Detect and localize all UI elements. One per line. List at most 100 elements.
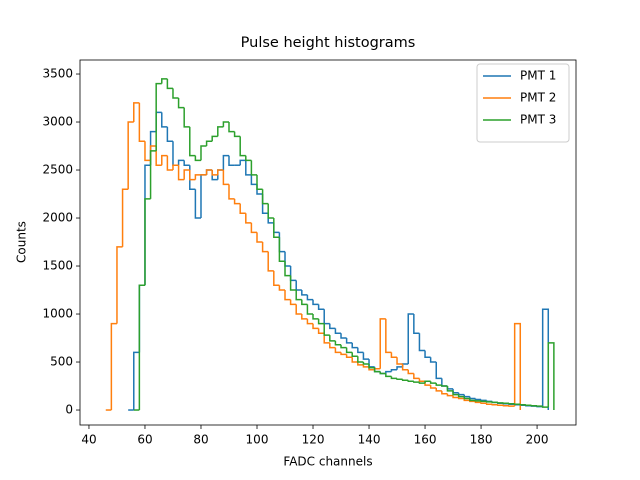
histogram-step: [172, 164, 179, 171]
histogram-step: [217, 169, 224, 180]
histogram-step: [239, 159, 246, 166]
histogram-step: [228, 184, 235, 200]
histogram-step: [289, 299, 297, 306]
histogram-step: [418, 382, 426, 384]
histogram-step: [407, 380, 414, 382]
histogram-step: [189, 126, 196, 157]
histogram-step: [345, 354, 353, 358]
histogram-step: [390, 376, 398, 380]
histogram-step: [222, 170, 229, 186]
histogram-step: [463, 396, 470, 400]
histogram-step: [205, 169, 213, 175]
histogram-step: [161, 78, 168, 84]
histogram-step: [547, 342, 555, 411]
histogram-step: [469, 398, 476, 402]
histogram-step: [541, 406, 549, 408]
histogram-step: [133, 102, 140, 123]
histogram-step: [172, 141, 179, 166]
histogram-step: [217, 126, 224, 137]
histogram-step: [110, 322, 117, 411]
histogram-step: [133, 351, 140, 411]
histogram-step: [435, 362, 442, 380]
histogram-step: [413, 314, 420, 334]
histogram-step: [149, 150, 157, 199]
histogram-step: [138, 284, 145, 411]
x-tick-label: 100: [246, 433, 269, 447]
histogram-step: [469, 396, 476, 400]
histogram-step: [351, 357, 358, 363]
histogram-step: [368, 359, 375, 368]
histogram-step: [441, 385, 448, 387]
histogram-step: [250, 222, 258, 234]
histogram-step: [222, 154, 229, 171]
histogram-step: [166, 126, 173, 142]
histogram-step: [205, 140, 213, 147]
histogram-step: [323, 309, 330, 325]
histogram-step: [194, 174, 201, 180]
histogram-step: [373, 367, 381, 373]
histogram-step: [295, 304, 302, 315]
histogram-step: [357, 347, 364, 354]
x-tick-label: 200: [526, 433, 549, 447]
histogram-step: [474, 401, 482, 404]
histogram-step: [245, 213, 252, 224]
legend-label: PMT 2: [520, 91, 556, 105]
histogram-step: [429, 385, 437, 389]
histogram-step: [362, 352, 370, 360]
histogram-step: [429, 381, 437, 384]
histogram-step: [278, 237, 286, 262]
histogram-step: [401, 363, 409, 371]
histogram-step: [278, 285, 286, 291]
histogram-step: [200, 174, 207, 219]
histogram-step: [446, 393, 454, 397]
histogram-step: [329, 323, 336, 330]
histogram-step: [166, 78, 173, 90]
histogram-step: [435, 383, 442, 386]
histogram-step: [452, 395, 459, 399]
histogram-step: [194, 155, 201, 162]
histogram-step: [166, 155, 173, 171]
histogram-step: [183, 107, 190, 128]
histogram-step: [334, 328, 342, 334]
histogram-step: [385, 370, 392, 374]
histogram-step: [368, 363, 375, 369]
y-tick-label: 3500: [42, 67, 73, 81]
x-axis-label: FADC channels: [283, 455, 372, 469]
histogram-step: [457, 397, 465, 400]
histogram-step: [161, 112, 168, 128]
histogram-step: [239, 203, 246, 214]
y-axis-label: Counts: [15, 221, 29, 263]
histogram-step: [413, 381, 420, 383]
y-tick-label: 2000: [42, 211, 73, 225]
histogram-step: [245, 155, 252, 162]
histogram-step: [301, 314, 308, 320]
histogram-step: [407, 313, 414, 364]
histogram-step: [284, 251, 291, 267]
histogram-step: [312, 314, 319, 320]
histogram-step: [172, 88, 179, 99]
legend-label: PMT 1: [520, 69, 556, 83]
histogram-step: [189, 170, 196, 181]
histogram-step: [357, 362, 364, 366]
histogram-step: [222, 121, 229, 127]
histogram-step: [435, 387, 442, 392]
histogram-step: [446, 386, 454, 390]
histogram-step: [267, 251, 274, 272]
histogram-step: [379, 318, 386, 369]
histogram-step: [261, 189, 269, 205]
histogram-step: [295, 290, 302, 301]
histogram-step: [457, 392, 465, 396]
histogram-step: [121, 188, 129, 247]
y-tick-label: 1500: [42, 259, 73, 273]
histogram-step: [418, 333, 426, 352]
histogram-step: [273, 218, 280, 238]
y-tick-label: 500: [50, 355, 73, 369]
histogram-step: [289, 266, 297, 282]
chart-title: Pulse height histograms: [241, 35, 416, 51]
histogram-step: [301, 299, 308, 306]
histogram-step: [306, 294, 314, 301]
histogram-step: [362, 364, 370, 368]
histogram-step: [441, 390, 448, 395]
histogram-step: [250, 160, 258, 176]
histogram-step: [413, 373, 420, 380]
